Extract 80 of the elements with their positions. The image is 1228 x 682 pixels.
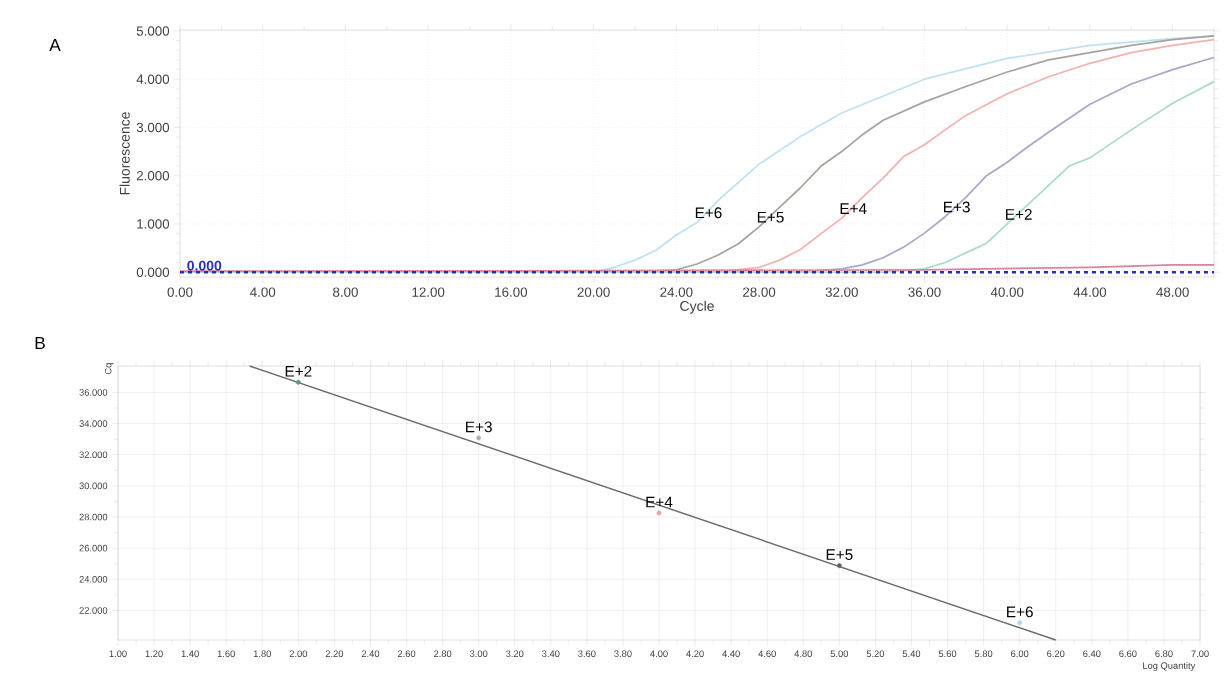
x-tick-label: 24.00 [660, 287, 693, 297]
y-tick-label: 36.000 [79, 389, 108, 396]
x-axis-title: Cycle [680, 300, 714, 314]
y-tick-label: 2.000 [136, 170, 170, 181]
x-tick-label: 36.00 [908, 287, 941, 297]
chart-title: B [35, 337, 45, 349]
y-tick-label: 22.000 [79, 607, 108, 614]
y-tick-label: 5.000 [136, 26, 170, 36]
annotation: E+5 [757, 211, 784, 223]
x-tick-label: 5.20 [866, 650, 885, 658]
annotation: E+5 [826, 549, 853, 560]
x-tick-label: 6.20 [1047, 650, 1065, 658]
point [295, 379, 301, 385]
x-tick-label: 40.00 [990, 287, 1024, 297]
x-tick-label: 1.40 [181, 650, 199, 658]
x-tick-label: 4.00 [650, 650, 668, 658]
y-tick-label: 4.000 [136, 74, 170, 84]
x-tick-label: 16.00 [495, 287, 528, 297]
x-tick-label: 8.00 [333, 287, 358, 297]
annotation: E+3 [944, 201, 970, 213]
x-tick-label: 5.00 [830, 650, 849, 658]
x-tick-label: 4.80 [794, 650, 812, 658]
annotation: E+4 [840, 203, 867, 214]
annotation: E+6 [695, 207, 722, 219]
x-tick-label: 1.00 [109, 650, 127, 658]
x-tick-label: 4.60 [758, 650, 776, 658]
point [476, 435, 482, 441]
x-tick-label: 2.40 [361, 650, 380, 658]
annotation: E+2 [1006, 208, 1032, 220]
x-tick-label: 3.40 [542, 650, 560, 658]
y-tick-label: 1.000 [137, 219, 170, 229]
x-tick-label: 2.20 [325, 650, 344, 658]
y-tick-label: 26.000 [79, 544, 108, 552]
x-tick-label: 1.20 [145, 650, 163, 658]
point [656, 510, 662, 516]
x-tick-label: 0.00 [167, 287, 193, 297]
y-tick-label: 28.000 [79, 513, 108, 521]
annotation: E+6 [1007, 606, 1033, 618]
x-axis-title: Log Quantity [1143, 662, 1196, 671]
chart-title: A [49, 39, 61, 51]
x-tick-label: 1.80 [253, 650, 271, 658]
x-tick-label: 12.00 [412, 287, 445, 297]
x-tick-label: 5.80 [974, 650, 993, 658]
x-tick-label: 6.60 [1119, 650, 1137, 658]
point [1017, 620, 1023, 626]
annotation: E+3 [466, 421, 492, 433]
x-tick-label: 6.00 [1011, 650, 1029, 658]
y-axis-title: Cq [104, 363, 114, 375]
ref-line-label: 0.000 [187, 260, 222, 271]
x-tick-label: 4.20 [686, 650, 704, 658]
x-tick-label: 44.00 [1073, 287, 1107, 297]
x-tick-label: 3.20 [506, 650, 524, 658]
x-tick-label: 28.00 [743, 287, 776, 297]
y-tick-label: 32.000 [79, 451, 108, 459]
x-tick-label: 20.00 [577, 287, 610, 297]
x-tick-label: 3.60 [578, 650, 596, 658]
x-tick-label: 2.80 [433, 650, 452, 658]
x-tick-label: 2.00 [289, 650, 308, 658]
x-tick-label: 3.80 [614, 650, 632, 658]
y-tick-label: 24.000 [79, 576, 108, 583]
x-tick-label: 6.40 [1083, 650, 1101, 658]
y-axis-title: Fluorescence [119, 112, 130, 195]
x-tick-label: 5.60 [938, 650, 957, 658]
annotation: E+2 [285, 365, 312, 377]
x-tick-label: 4.40 [722, 650, 740, 658]
point [836, 563, 842, 568]
y-tick-label: 30.000 [79, 482, 108, 490]
y-tick-label: 3.000 [136, 122, 170, 133]
x-tick-label: 32.00 [825, 287, 858, 297]
x-tick-label: 2.60 [397, 650, 416, 658]
x-tick-label: 48.00 [1156, 287, 1189, 297]
x-tick-label: 5.40 [902, 650, 921, 658]
y-tick-label: 0.000 [136, 267, 170, 277]
x-tick-label: 7.00 [1191, 650, 1209, 658]
y-tick-label: 34.000 [79, 420, 108, 427]
x-tick-label: 3.00 [469, 650, 488, 658]
x-tick-label: 1.60 [217, 650, 235, 658]
annotation: E+4 [646, 496, 673, 508]
x-tick-label: 4.00 [250, 287, 276, 297]
x-tick-label: 6.80 [1155, 650, 1173, 658]
